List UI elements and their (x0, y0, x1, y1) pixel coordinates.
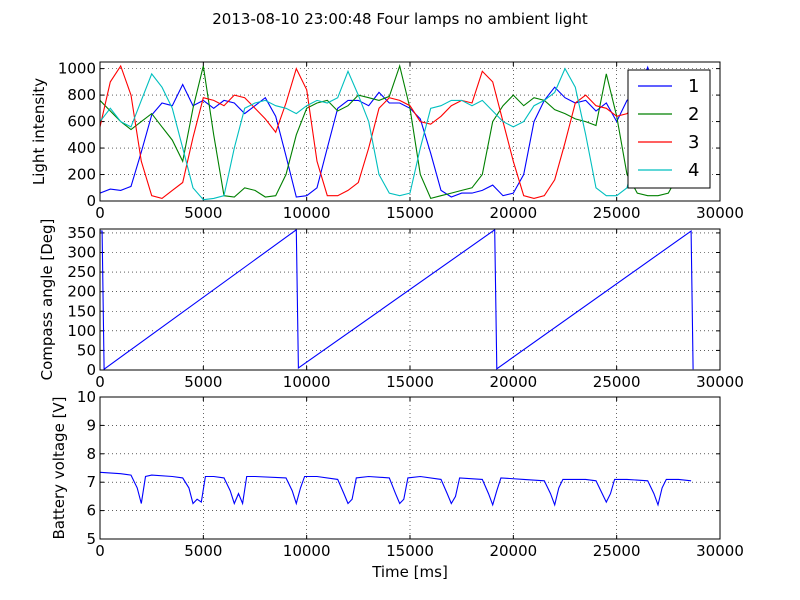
light-intensity-xtick-label: 5000 (184, 204, 222, 222)
battery-voltage-series-1 (100, 471, 692, 507)
compass-angle-ylabel: Compass angle [Deg] (38, 219, 56, 381)
light-intensity-panel: 0 5000 10000 15000 20000 25000 30000 0 200 400 600… (30, 60, 744, 222)
light-intensity-ytick-label: 0 (86, 192, 96, 210)
light-intensity-series-4 (100, 67, 690, 201)
compass-angle-ytick-label: 350 (67, 224, 96, 242)
compass-angle-ytick-label: 250 (67, 263, 96, 281)
battery-voltage-ytick-label: 7 (86, 473, 96, 491)
light-intensity-ytick-label: 600 (67, 113, 96, 131)
battery-voltage-panel: 0 5000 10000 15000 20000 25000 30000 5 6 7 8 9 10 Bat… (50, 388, 744, 581)
battery-voltage-xtick-label: 0 (95, 542, 105, 560)
battery-voltage-ytick-label: 8 (86, 445, 96, 463)
battery-voltage-xtick-label: 30000 (696, 542, 744, 560)
battery-voltage-ytick-label: 6 (86, 502, 96, 520)
light-intensity-ylabel: Light intensity (30, 78, 48, 185)
battery-voltage-axes-frame (99, 396, 721, 540)
compass-angle-axes-frame (99, 228, 721, 371)
compass-angle-series-1 (100, 229, 694, 370)
light-intensity-ytick-label: 200 (67, 166, 96, 184)
legend: 1 2 3 4 (627, 69, 711, 189)
compass-angle-xtick-label: 30000 (696, 373, 744, 391)
figure-title: 2013-08-10 23:00:48 Four lamps no ambien… (212, 10, 588, 28)
compass-angle-ytick-label: 0 (86, 361, 96, 379)
battery-voltage-xtick-label: 25000 (593, 542, 641, 560)
light-intensity-xtick-label: 25000 (593, 204, 641, 222)
compass-angle-xtick-label: 25000 (593, 373, 641, 391)
light-intensity-xtick-label: 15000 (386, 204, 434, 222)
battery-voltage-ytick-label: 5 (86, 530, 96, 548)
legend-label-1: 1 (688, 76, 699, 97)
light-intensity-axes-frame (99, 61, 721, 202)
light-intensity-ytick-label: 800 (67, 86, 96, 104)
battery-voltage-xtick-label: 15000 (386, 542, 434, 560)
compass-angle-panel: 0 5000 10000 15000 20000 25000 300000501001502… (38, 219, 744, 391)
light-intensity-xtick-label: 20000 (489, 204, 537, 222)
compass-angle-xtick-label: 10000 (283, 373, 331, 391)
light-intensity-xtick-label: 0 (95, 204, 105, 222)
light-intensity-xtick-label: 30000 (696, 204, 744, 222)
light-intensity-series-1 (100, 65, 690, 198)
light-intensity-ytick-label: 400 (67, 139, 96, 157)
compass-angle-ytick-label: 150 (67, 302, 96, 320)
compass-angle-ytick-label: 50 (77, 341, 96, 359)
light-intensity-series-2 (100, 64, 690, 200)
compass-angle-ytick-label: 200 (67, 283, 96, 301)
light-intensity-ytick-label: 1000 (58, 60, 96, 78)
legend-box (627, 69, 711, 189)
battery-voltage-xtick-label: 5000 (184, 542, 222, 560)
compass-angle-ytick-label: 100 (67, 322, 96, 340)
legend-label-4: 4 (688, 160, 699, 181)
battery-voltage-xtick-label: 10000 (283, 542, 331, 560)
battery-voltage-ylabel: Battery voltage [V] (50, 396, 68, 539)
battery-voltage-ytick-label: 9 (86, 416, 96, 434)
compass-angle-xtick-label: 15000 (386, 373, 434, 391)
battery-voltage-ytick-label: 10 (77, 388, 96, 406)
battery-voltage-xlabel: Time [ms] (371, 563, 448, 581)
battery-voltage-xtick-label: 20000 (489, 542, 537, 560)
light-intensity-xtick-label: 10000 (283, 204, 331, 222)
compass-angle-xtick-label: 0 (95, 373, 105, 391)
legend-label-2: 2 (688, 104, 699, 125)
legend-label-3: 3 (688, 132, 699, 153)
compass-angle-xtick-label: 20000 (489, 373, 537, 391)
compass-angle-ytick-label: 300 (67, 244, 96, 262)
compass-angle-xtick-label: 5000 (184, 373, 222, 391)
light-intensity-series-3 (100, 64, 690, 200)
